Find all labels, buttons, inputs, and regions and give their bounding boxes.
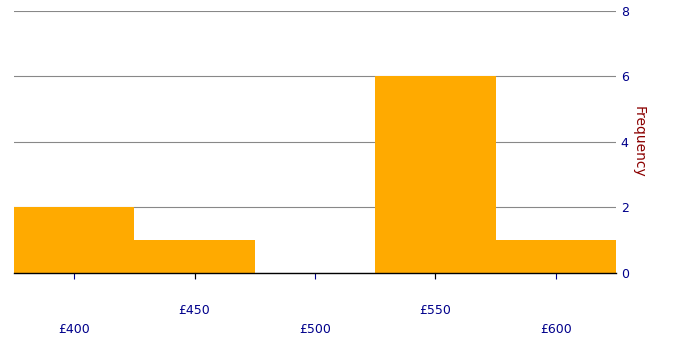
Text: £400: £400 [58,323,90,336]
Bar [496,240,616,273]
Bar [134,240,255,273]
Bar [375,76,496,273]
Text: £500: £500 [299,323,331,336]
Text: £450: £450 [178,303,211,316]
Text: £600: £600 [540,323,572,336]
Bar [14,207,134,273]
Text: £550: £550 [419,303,452,316]
Y-axis label: Frequency: Frequency [631,106,645,178]
